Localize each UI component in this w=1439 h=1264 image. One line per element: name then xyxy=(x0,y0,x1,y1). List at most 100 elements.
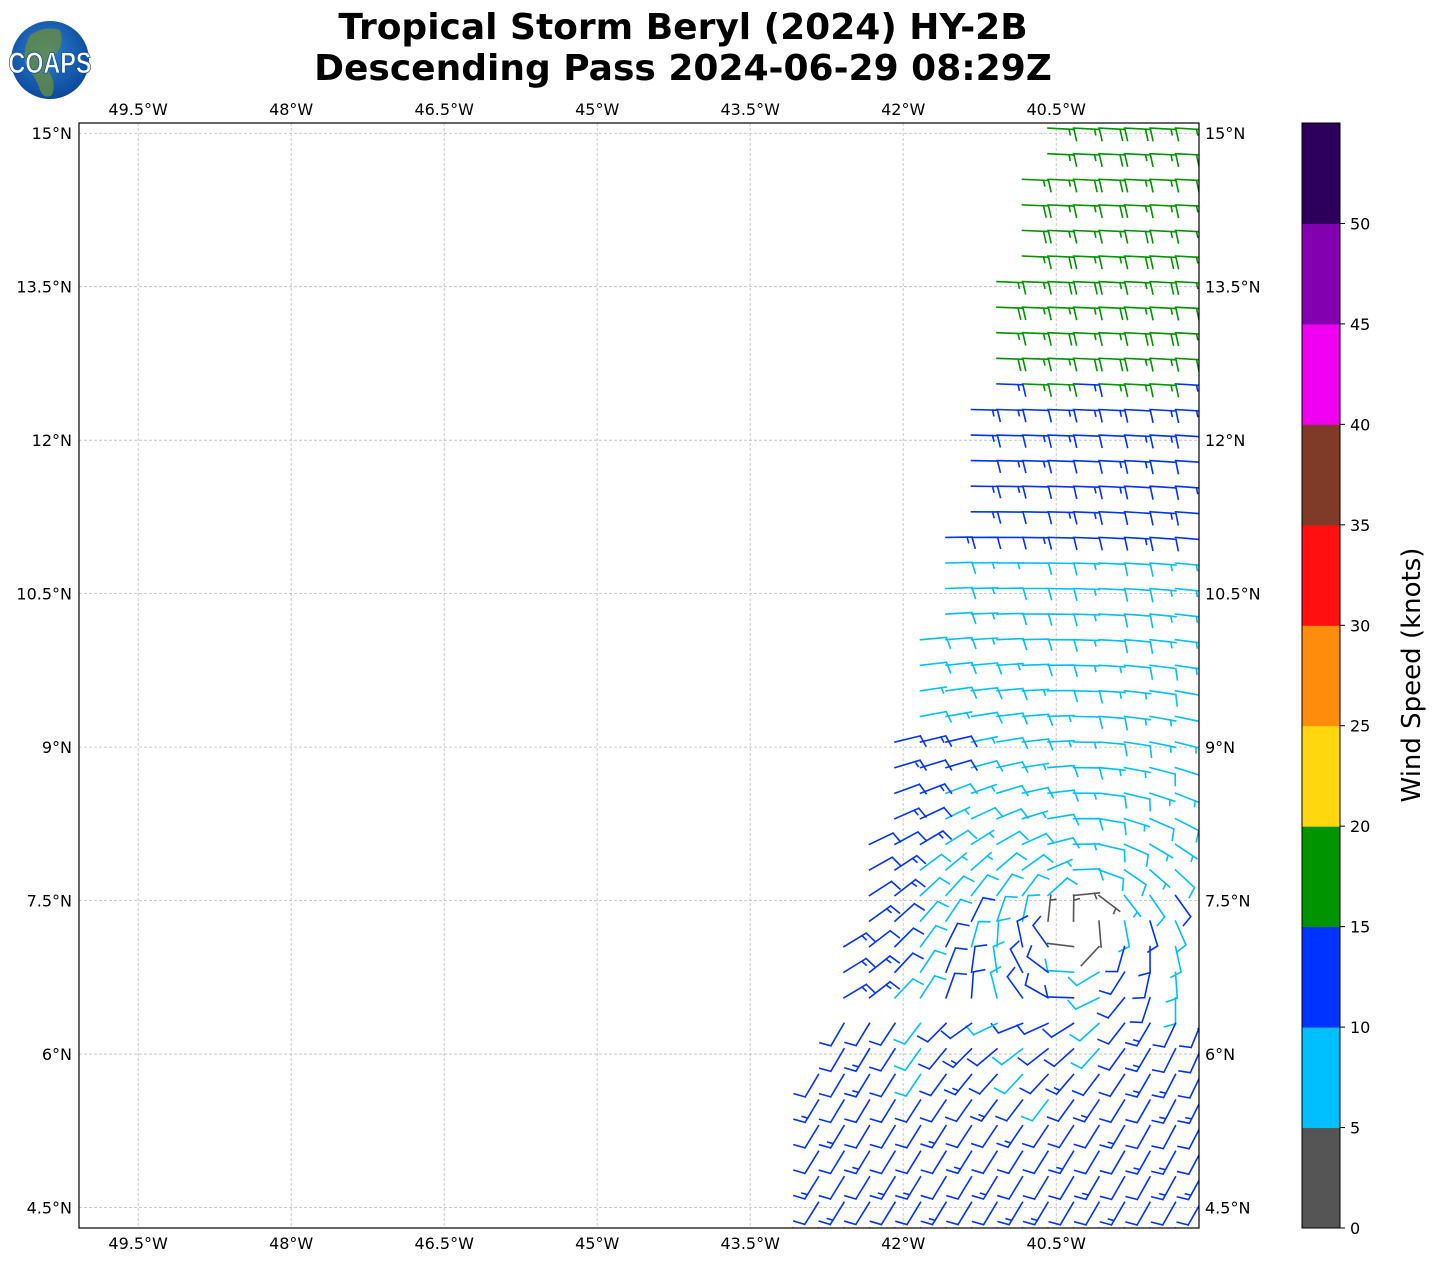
wind-barb xyxy=(996,434,1027,448)
wind-barb xyxy=(844,1073,871,1098)
wind-barb xyxy=(920,1124,948,1149)
wind-barb xyxy=(1072,255,1103,270)
wind-barb xyxy=(818,1099,846,1124)
wind-barb xyxy=(844,1150,871,1175)
wind-barb xyxy=(996,408,1027,423)
wind-barb xyxy=(844,1175,871,1201)
wind-barb xyxy=(1021,331,1052,346)
wind-barb xyxy=(1047,562,1078,576)
wind-barb xyxy=(1177,1127,1199,1150)
wind-barb xyxy=(1201,665,1227,674)
wind-barb xyxy=(1123,613,1154,629)
wind-barb xyxy=(893,1047,922,1072)
wind-barb xyxy=(1072,587,1101,596)
wind-barb xyxy=(1072,664,1101,673)
wind-barb xyxy=(1021,873,1050,897)
wind-barb xyxy=(1098,587,1129,602)
wind-barb xyxy=(1123,357,1154,372)
wind-barb xyxy=(1149,127,1180,142)
wind-barb xyxy=(1017,1047,1050,1067)
wind-barb xyxy=(971,1175,999,1201)
wind-barb xyxy=(1021,587,1053,601)
wind-barb xyxy=(996,306,1027,321)
wind-barb xyxy=(843,1226,846,1228)
wind-barb xyxy=(1201,205,1229,217)
wind-barb xyxy=(1123,178,1154,193)
wind-barb xyxy=(1201,179,1229,192)
wind-barb xyxy=(996,784,1030,797)
wind-barb xyxy=(1099,1098,1126,1124)
wind-barb xyxy=(970,851,994,872)
wind-barb xyxy=(1149,562,1177,572)
lat-tick-label-right: 10.5°N xyxy=(1205,585,1261,604)
wind-barb xyxy=(1123,587,1154,603)
wind-barb xyxy=(1174,817,1199,843)
wind-barb xyxy=(1174,510,1199,515)
colorbar-segment xyxy=(1302,123,1340,224)
coaps-logo: COAPS xyxy=(8,21,92,99)
wind-barb xyxy=(1097,1047,1126,1072)
colorbar-tick-label: 40 xyxy=(1350,415,1370,434)
wind-barb xyxy=(1174,766,1199,776)
wind-barb xyxy=(1047,178,1078,193)
wind-barb xyxy=(1021,485,1053,499)
wind-barb xyxy=(1072,510,1104,525)
wind-barb xyxy=(1098,664,1126,674)
wind-barb xyxy=(1201,640,1228,655)
wind-barb xyxy=(1098,792,1128,809)
colorbar-segment xyxy=(1302,1027,1340,1129)
wind-barb xyxy=(1099,1201,1126,1226)
wind-barb xyxy=(1047,357,1078,372)
wind-barb xyxy=(1098,741,1128,757)
wind-barb xyxy=(919,636,952,650)
lon-tick-label-bottom: 49.5°W xyxy=(108,1234,168,1253)
chart-title-line-1: Tropical Storm Beryl (2024) HY-2B xyxy=(338,7,1028,48)
wind-barb xyxy=(1021,357,1053,372)
wind-barb xyxy=(970,612,999,620)
wind-barb xyxy=(996,612,1028,626)
wind-barb xyxy=(1045,1073,1075,1096)
wind-barb xyxy=(1201,614,1228,629)
wind-barb xyxy=(970,806,1004,820)
wind-barb xyxy=(1149,664,1179,681)
wind-barb xyxy=(1163,997,1177,1028)
wind-barb xyxy=(996,1226,999,1228)
wind-barb xyxy=(1178,1051,1199,1074)
wind-barb xyxy=(965,1022,999,1036)
wind-barb xyxy=(996,357,1027,372)
wind-barb xyxy=(868,856,902,871)
wind-barb xyxy=(1125,1150,1152,1176)
wind-barb xyxy=(916,1022,948,1043)
wind-barb xyxy=(1149,204,1180,219)
wind-barb xyxy=(842,931,876,948)
wind-barb xyxy=(1072,842,1101,851)
wind-barb xyxy=(1149,178,1180,193)
wind-barb xyxy=(1123,1226,1126,1228)
wind-barb xyxy=(1174,741,1199,754)
wind-barb xyxy=(1149,408,1180,424)
wind-barb xyxy=(895,1201,922,1226)
wind-barb xyxy=(996,331,1027,346)
wind-barb xyxy=(1125,1175,1152,1201)
wind-barb xyxy=(919,686,948,695)
colorbar-tick-label: 50 xyxy=(1350,214,1370,233)
wind-barb xyxy=(990,1022,1024,1035)
wind-barb xyxy=(1201,358,1229,371)
lon-tick-label-top: 45°W xyxy=(575,100,619,119)
wind-barb xyxy=(996,280,1027,295)
wind-barb xyxy=(818,1073,846,1098)
wind-barb xyxy=(842,957,876,974)
wind-barb xyxy=(1021,306,1052,321)
wind-barb xyxy=(1098,434,1129,449)
lon-tick-label-top: 40.5°W xyxy=(1026,100,1086,119)
lon-tick-label-top: 42°W xyxy=(881,100,925,119)
colorbar-tick-label: 15 xyxy=(1350,918,1370,937)
lat-tick-label-right: 9°N xyxy=(1205,738,1235,757)
wind-barb xyxy=(919,661,952,674)
lat-tick-label-left: 13.5°N xyxy=(16,278,72,297)
lon-tick-label-bottom: 48°W xyxy=(269,1234,313,1253)
wind-barb xyxy=(1021,536,1053,550)
wind-barb xyxy=(970,561,999,570)
wind-barb xyxy=(1047,331,1078,346)
wind-barb xyxy=(1174,434,1199,438)
